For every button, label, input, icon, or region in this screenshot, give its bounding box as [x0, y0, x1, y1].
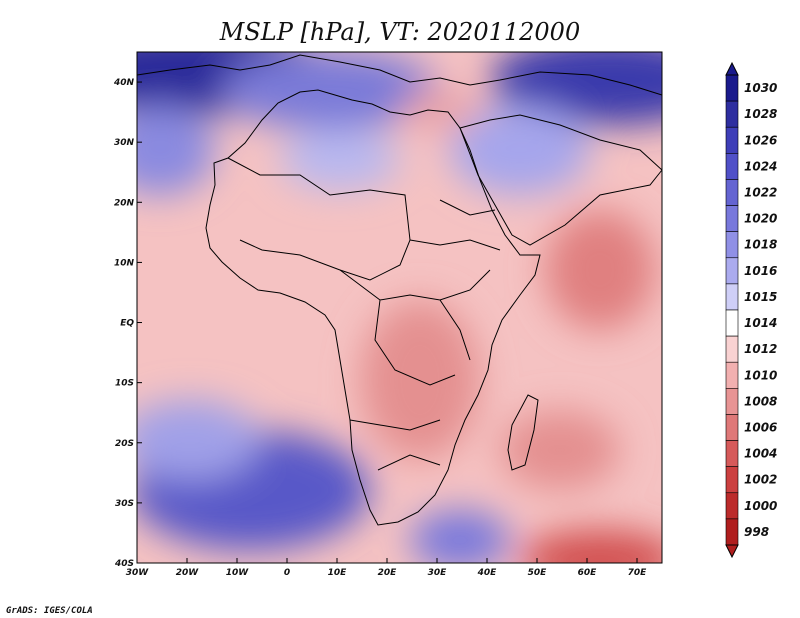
low-indian-south	[500, 410, 620, 490]
lat-tick-label: 10S	[115, 379, 134, 389]
lon-tick-label: 40E	[477, 568, 498, 578]
lon-tick-label: 60E	[578, 568, 598, 578]
colorbar-swatch	[725, 440, 739, 467]
colorbar-swatch	[725, 466, 739, 494]
high-south-atlantic-edge	[137, 400, 260, 480]
lon-tick-label: 50E	[528, 568, 548, 578]
borders-east	[409, 199, 501, 361]
colorbar-swatch	[725, 414, 739, 441]
colorbar-swatch	[725, 74, 739, 102]
lon-tick-label: 30E	[428, 568, 448, 578]
colorbar-label: 1020	[744, 212, 777, 226]
colorbar-swatch	[725, 335, 739, 363]
lat-tick-label: 10N	[114, 258, 135, 268]
colorbar-min-arrow	[725, 544, 739, 559]
colorbar-label: 1002	[744, 473, 777, 487]
lat-tick-label: 20S	[115, 439, 134, 449]
colorbar: 1030 1028 1026 1024 1022 1020 1018 1016 1015 1014…	[725, 61, 777, 559]
colorbar-label: 1010	[744, 368, 777, 382]
lat-tick-label: 40N	[113, 78, 135, 88]
map-title: MSLP [hPa], VT: 2020112000	[219, 18, 580, 46]
colorbar-label: 1015	[744, 290, 777, 304]
high-sahara	[280, 130, 400, 190]
high-atlantic-north	[137, 105, 215, 195]
colorbar-label: 1004	[744, 447, 777, 461]
latitude-axis: 40N 30N 20N 10N EQ 10S 20S 30S 40S	[113, 78, 142, 569]
lon-tick-label: 20W	[176, 568, 200, 578]
colorbar-label: 1006	[744, 421, 777, 435]
colorbar-swatch	[725, 388, 739, 415]
colorbar-swatch	[725, 153, 739, 180]
lon-tick-label: 70E	[628, 568, 648, 578]
colorbar-label: 1024	[744, 159, 777, 173]
colorbar-swatch	[725, 518, 739, 546]
europe-coastline	[137, 54, 662, 96]
pressure-field	[137, 52, 662, 563]
colorbar-label: 1030	[744, 81, 777, 95]
colorbar-label: 1008	[744, 394, 777, 408]
arabia-coastline	[459, 114, 662, 246]
lat-tick-label: 20N	[114, 198, 135, 208]
plot-frame	[136, 51, 663, 564]
colorbar-swatch	[725, 492, 739, 520]
lat-tick-label: 30N	[114, 138, 135, 148]
lon-tick-label: 10W	[226, 568, 250, 578]
lon-tick-label: 0	[284, 568, 290, 578]
colorbar-swatch	[725, 100, 739, 128]
africa-coastline	[205, 89, 541, 526]
colorbar-label: 998	[744, 525, 769, 539]
low-eastern-med	[400, 90, 480, 130]
lat-tick-label: 30S	[115, 499, 134, 509]
colorbar-label: 1018	[744, 238, 777, 252]
colorbar-label: 1014	[744, 316, 777, 330]
low-central-africa	[360, 300, 480, 460]
lon-tick-label: 20E	[378, 568, 398, 578]
borders-central	[339, 269, 491, 471]
colorbar-swatch	[725, 231, 739, 259]
colorbar-swatch	[725, 309, 739, 337]
colorbar-swatch	[725, 283, 739, 311]
lat-tick-label: EQ	[120, 319, 134, 329]
colorbar-label: 1022	[744, 186, 777, 200]
lat-tick-label: 40S	[114, 559, 134, 569]
colorbar-label: 1026	[744, 133, 777, 147]
colorbar-max-arrow	[725, 61, 739, 76]
colorbar-swatch	[725, 126, 739, 154]
colorbar-label: 1028	[744, 107, 777, 121]
low-southern-ocean	[520, 530, 662, 563]
colorbar-swatch	[725, 179, 739, 206]
colorbar-label: 1016	[744, 264, 777, 278]
colorbar-swatch	[725, 257, 739, 285]
colorbar-label: 1012	[744, 342, 777, 356]
colorbar-swatch	[725, 205, 739, 232]
low-arabian-sea	[545, 210, 655, 330]
grads-credit: GrADS: IGES/COLA	[6, 606, 93, 616]
lon-tick-label: 30W	[126, 568, 150, 578]
high-arabia	[450, 105, 590, 195]
longitude-axis: 30W 20W 10W 0 10E 20E 30E 40E 50E 60E 70E	[126, 558, 647, 578]
coastlines	[137, 54, 662, 526]
lon-tick-label: 10E	[328, 568, 348, 578]
madagascar-coastline	[507, 394, 539, 471]
high-south-indian	[410, 510, 510, 563]
colorbar-swatch	[725, 361, 739, 389]
colorbar-label: 1000	[744, 499, 777, 513]
